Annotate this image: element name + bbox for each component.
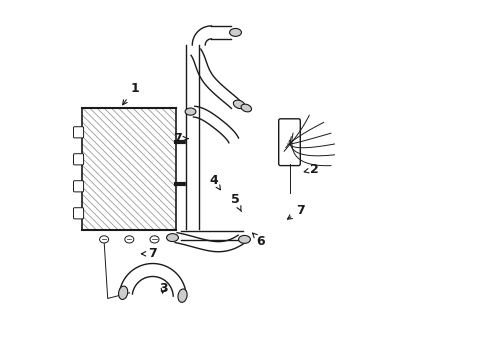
Ellipse shape bbox=[229, 28, 241, 36]
Ellipse shape bbox=[178, 289, 187, 302]
Ellipse shape bbox=[118, 286, 127, 300]
Ellipse shape bbox=[241, 104, 251, 112]
Ellipse shape bbox=[166, 234, 178, 242]
Text: 3: 3 bbox=[159, 282, 167, 294]
Text: 7: 7 bbox=[287, 204, 304, 219]
FancyBboxPatch shape bbox=[73, 181, 83, 192]
FancyBboxPatch shape bbox=[73, 127, 83, 138]
Bar bbox=[82, 108, 176, 230]
Ellipse shape bbox=[100, 236, 108, 243]
Text: 1: 1 bbox=[122, 82, 139, 105]
Ellipse shape bbox=[233, 100, 244, 109]
Text: 5: 5 bbox=[231, 193, 241, 212]
Text: 7: 7 bbox=[173, 132, 187, 145]
Text: 2: 2 bbox=[304, 163, 319, 176]
Text: 6: 6 bbox=[252, 233, 264, 248]
Polygon shape bbox=[120, 264, 186, 296]
FancyBboxPatch shape bbox=[73, 154, 83, 165]
Polygon shape bbox=[175, 233, 243, 252]
Polygon shape bbox=[193, 106, 238, 143]
Ellipse shape bbox=[185, 108, 196, 115]
Ellipse shape bbox=[150, 236, 159, 243]
Ellipse shape bbox=[124, 236, 134, 243]
Ellipse shape bbox=[238, 235, 250, 243]
Polygon shape bbox=[191, 49, 239, 108]
Text: 4: 4 bbox=[209, 174, 220, 190]
Text: 7: 7 bbox=[141, 247, 157, 260]
FancyBboxPatch shape bbox=[73, 208, 83, 219]
